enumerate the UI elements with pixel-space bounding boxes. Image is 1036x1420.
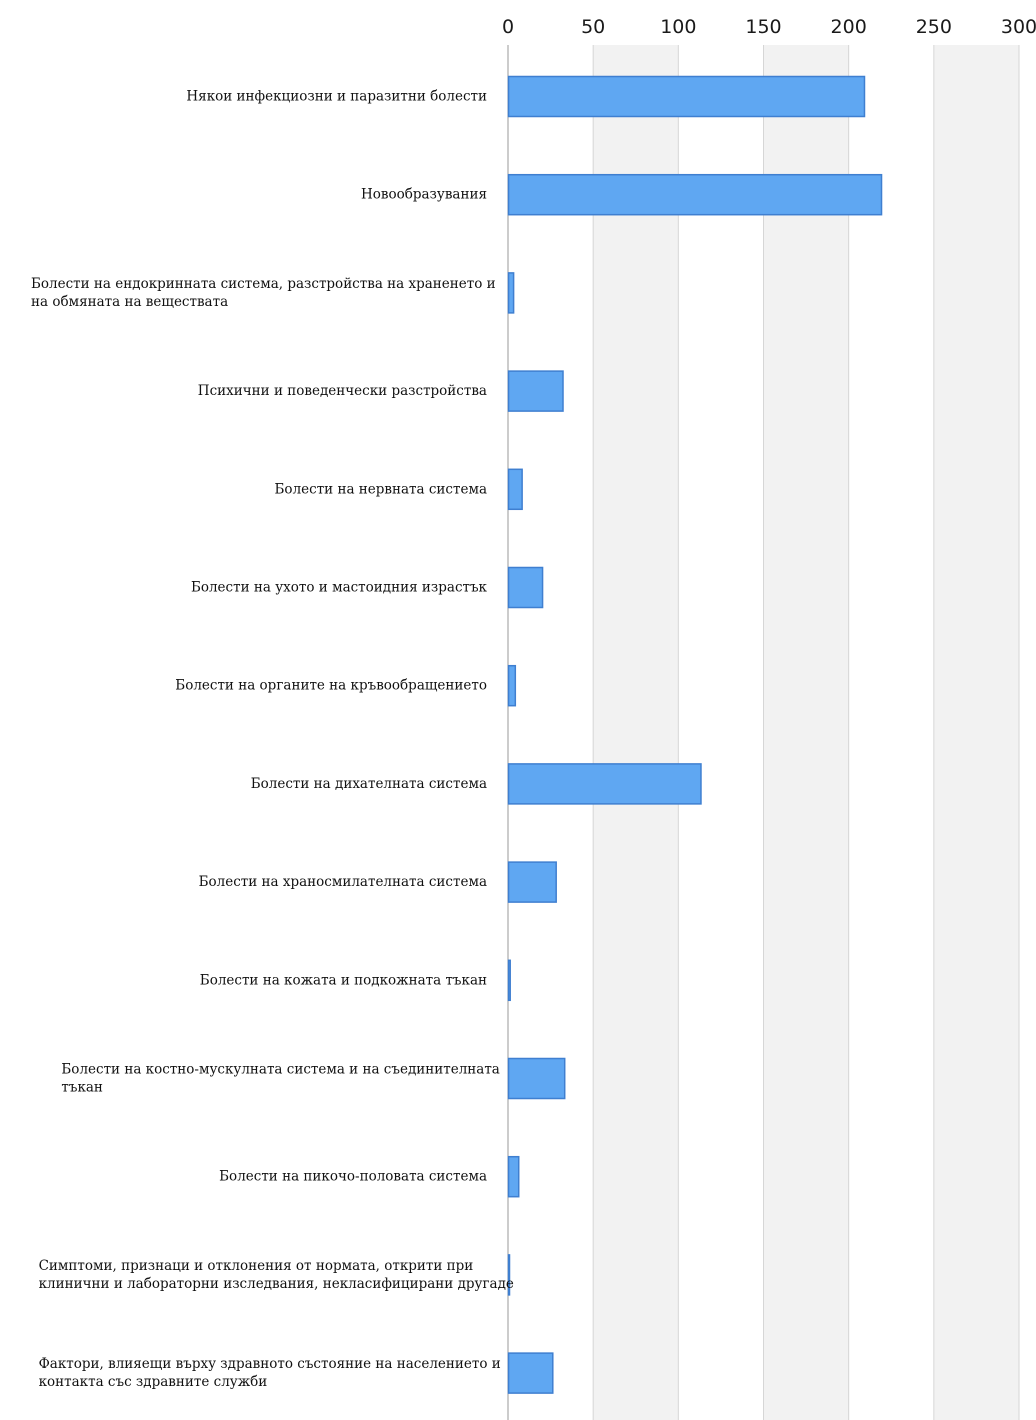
bar (507, 173, 883, 216)
category-label: Психични и поведенчески разстройства (198, 383, 487, 399)
category-label-line: Новообразувания (361, 187, 487, 203)
category-label-line: Някои инфекциозни и паразитни болести (186, 89, 487, 105)
category-label-line: Болести на храносмилателната система (199, 874, 487, 890)
category-label-line: Болести на костно-мускулната система и н… (61, 1062, 499, 1078)
category-label: Новообразувания (361, 187, 487, 203)
x-tick-label: 150 (745, 16, 781, 38)
category-label-line: Болести на дихателната система (251, 776, 487, 792)
x-tick-label: 250 (916, 16, 952, 38)
x-tick-label: 0 (502, 16, 514, 38)
bar (507, 75, 866, 118)
x-tick-label: 200 (831, 16, 867, 38)
category-label: Болести на кожата и подкожната тъкан (200, 972, 487, 988)
category-label-line: контакта със здравните служби (39, 1374, 268, 1390)
category-label: Симптоми, признаци и отклонения от норма… (39, 1258, 514, 1292)
category-label: Болести на пикочо-половата система (219, 1169, 487, 1185)
category-label-line: Болести на кожата и подкожната тъкан (200, 972, 487, 988)
category-label: Фактори, влияещи върху здравното състоян… (39, 1356, 501, 1390)
category-label-line: Симптоми, признаци и отклонения от норма… (39, 1258, 474, 1274)
category-label: Болести на ендокринната система, разстро… (31, 276, 496, 310)
category-label-line: Болести на ендокринната система, разстро… (31, 276, 496, 292)
category-label: Болести на дихателната система (251, 776, 487, 792)
category-label-line: тъкан (61, 1080, 103, 1096)
x-axis-ticks: 0 50 100 150 200 250 300 (502, 16, 1036, 38)
bar (507, 959, 511, 1002)
category-label-line: клинични и лабораторни изследвания, некл… (39, 1276, 514, 1292)
category-label-line: Болести на нервната система (275, 481, 487, 497)
category-label-line: Болести на органите на кръвообращението (175, 678, 487, 694)
bar (507, 1057, 566, 1100)
category-label-line: Фактори, влияещи върху здравното състоян… (39, 1356, 501, 1372)
bar (507, 1155, 520, 1198)
plot-band (763, 45, 849, 1420)
category-label-line: Психични и поведенчески разстройства (198, 383, 487, 399)
category-label: Болести на храносмилателната система (199, 874, 487, 890)
bars (507, 75, 883, 1394)
category-label: Болести на костно-мускулната система и н… (61, 1062, 499, 1096)
plot-bands (593, 45, 1019, 1420)
bar (507, 763, 702, 805)
category-label-line: Болести на пикочо-половата система (219, 1169, 487, 1185)
x-tick-label: 300 (1001, 16, 1036, 38)
category-label-line: Болести на ухото и мастоидния израстък (191, 580, 488, 596)
bar (507, 861, 557, 903)
category-label: Болести на нервната система (275, 481, 487, 497)
x-tick-label: 50 (581, 16, 605, 38)
plot-band (593, 45, 679, 1420)
plot-band (933, 45, 1019, 1420)
bar (507, 370, 564, 412)
bar (507, 664, 517, 707)
category-label: Болести на ухото и мастоидния израстък (191, 580, 488, 596)
x-tick-label: 100 (660, 16, 696, 38)
category-label: Някои инфекциозни и паразитни болести (186, 89, 487, 105)
category-labels: Някои инфекциозни и паразитни болести Нов… (31, 89, 514, 1391)
category-label-line: на обмяната на веществата (31, 294, 228, 310)
bar (507, 272, 515, 314)
bar (507, 1254, 511, 1296)
bar (507, 566, 544, 609)
bar (507, 1352, 554, 1394)
bar (507, 468, 523, 511)
category-label: Болести на органите на кръвообращението (175, 678, 487, 694)
